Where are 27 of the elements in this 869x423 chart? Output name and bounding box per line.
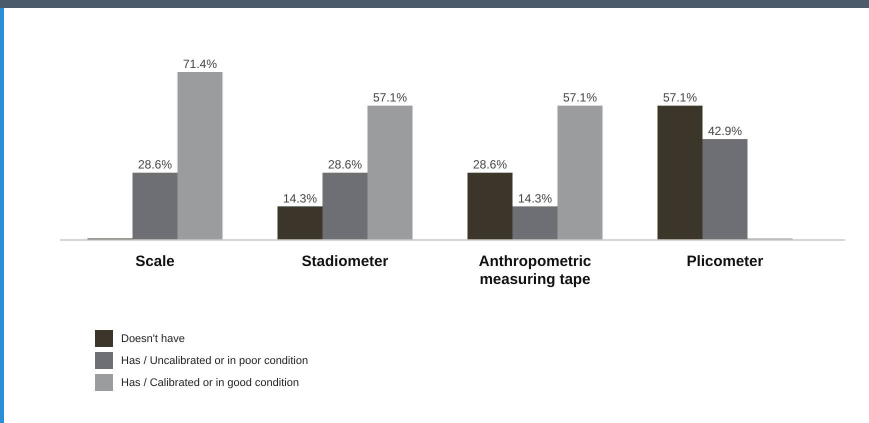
data-label: 42.9%	[708, 124, 742, 138]
bar	[322, 172, 368, 240]
data-label: 28.6%	[138, 158, 172, 172]
x-tick-label: Scale	[135, 253, 175, 270]
x-tick-label: Anthropometric measuring tape	[478, 253, 592, 288]
bar	[368, 106, 412, 240]
legend-label: Has / Uncalibrated or in poor condition	[121, 355, 308, 367]
bar	[512, 206, 558, 240]
data-label: 14.3%	[282, 191, 318, 206]
legend-label: Doesn't have	[121, 333, 185, 345]
bar	[468, 172, 512, 240]
bar	[278, 206, 322, 240]
data-label: 71.4%	[182, 57, 218, 71]
x-tick-label: Stadiometer	[302, 253, 388, 270]
bar	[658, 106, 702, 240]
bar	[178, 72, 222, 240]
bar	[558, 106, 602, 240]
bar	[132, 172, 178, 240]
data-label: 57.1%	[662, 90, 698, 105]
data-label: 57.1%	[562, 90, 598, 105]
data-label: 14.3%	[518, 191, 552, 206]
bar	[702, 139, 748, 240]
legend-label: Has / Calibrated or in good condition	[121, 377, 299, 389]
data-label: 28.6%	[328, 158, 362, 172]
data-label: 57.1%	[372, 90, 408, 105]
data-label: 28.6%	[472, 158, 508, 172]
x-tick-label: Plicometer	[686, 253, 764, 270]
